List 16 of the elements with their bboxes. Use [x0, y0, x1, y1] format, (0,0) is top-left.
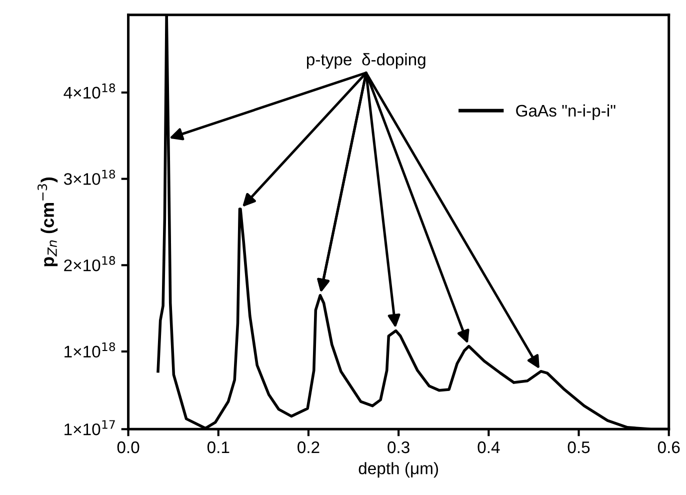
x-tick-label: 0.6 — [658, 441, 680, 454]
y-tick-label: 2×10$^{18}$ — [64, 256, 116, 272]
x-tick-label: 0.2 — [298, 441, 320, 454]
legend-label: GaAs "n-i-p-i" — [516, 104, 616, 120]
x-tick-label: 0.0 — [117, 441, 140, 454]
x-tick-label: 0.1 — [207, 441, 230, 454]
y-tick-label: 1×10$^{18}$ — [64, 342, 116, 358]
x-tick-label: 0.4 — [478, 441, 500, 454]
x-tick-label: 0.5 — [568, 441, 590, 454]
x-tick-label: 0.3 — [388, 441, 410, 454]
y-tick-label: 3×10$^{18}$ — [64, 170, 116, 185]
y-tick-label: 4×10$^{18}$ — [64, 83, 116, 99]
annotation: p-type δ-doping — [306, 53, 426, 69]
y-axis-title: p$_{Zn}$ (cm$^{−3}$) — [38, 178, 58, 266]
y-tick-label: 1×10$^{17}$ — [64, 420, 115, 436]
x-axis-title: depth (μm) — [358, 462, 438, 478]
